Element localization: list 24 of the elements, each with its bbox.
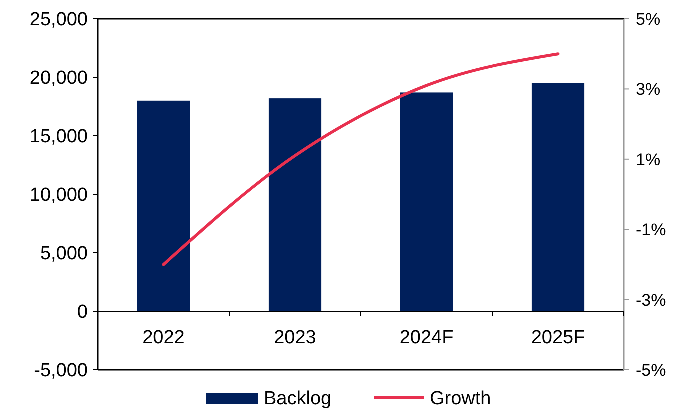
legend-label: Backlog bbox=[264, 388, 332, 409]
bar bbox=[137, 100, 190, 312]
y2-tick-label: 1% bbox=[636, 150, 661, 170]
y-tick-label: 0 bbox=[77, 302, 88, 324]
legend-label: Growth bbox=[430, 388, 492, 409]
bar bbox=[532, 83, 585, 312]
bar bbox=[400, 92, 454, 312]
y-tick-label: 10,000 bbox=[30, 185, 88, 206]
y2-tick-label: -5% bbox=[636, 360, 666, 380]
y-tick-label: 25,000 bbox=[30, 10, 88, 31]
y2-tick-label: 5% bbox=[636, 10, 661, 29]
line-series bbox=[162, 52, 560, 266]
y2-tick-label: -1% bbox=[636, 220, 666, 240]
y-tick-label: 15,000 bbox=[30, 126, 88, 148]
y-tick-label: -5,000 bbox=[34, 360, 88, 382]
y-tick-label: 20,000 bbox=[30, 68, 88, 90]
bar bbox=[268, 98, 322, 312]
y2-tick-label: 3% bbox=[636, 80, 661, 100]
x-tick-label: 2023 bbox=[274, 328, 316, 348]
x-tick-label: 2024F bbox=[400, 328, 454, 348]
x-tick-label: 2025F bbox=[531, 328, 586, 348]
y2-tick-label: -3% bbox=[636, 290, 666, 310]
x-tick-label: 2022 bbox=[142, 328, 185, 348]
y-tick-label: 5,000 bbox=[40, 244, 88, 265]
